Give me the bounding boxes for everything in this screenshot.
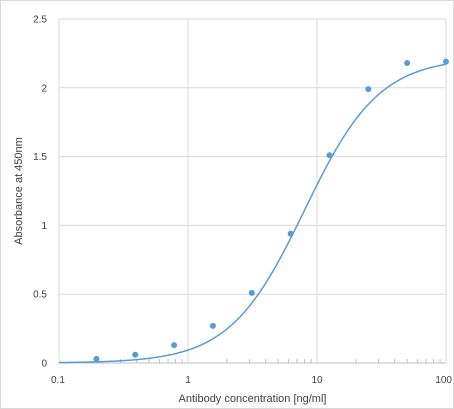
x-tick-label: 0.1 bbox=[51, 375, 65, 386]
data-point bbox=[171, 342, 178, 349]
x-tick-label: 1 bbox=[185, 375, 191, 386]
y-tick-label: 1 bbox=[41, 221, 47, 232]
fit-curve bbox=[58, 63, 447, 364]
data-points bbox=[93, 58, 449, 362]
y-tick-label: 1.5 bbox=[33, 152, 47, 163]
data-point bbox=[326, 152, 333, 159]
data-point bbox=[209, 322, 216, 329]
data-point bbox=[404, 60, 411, 67]
x-tick-label: 10 bbox=[311, 375, 323, 386]
x-tick-label: 100 bbox=[435, 375, 452, 386]
data-point bbox=[365, 86, 372, 93]
y-tick-label: 0.5 bbox=[33, 290, 47, 301]
x-tick-labels: 0.1 1 10 100 bbox=[51, 375, 452, 386]
data-point bbox=[248, 289, 255, 296]
data-point bbox=[287, 230, 294, 237]
y-tick-labels: 0 0.5 1 1.5 2 2.5 bbox=[33, 15, 47, 370]
y-tick-label: 2.5 bbox=[33, 15, 47, 26]
y-tick-label: 0 bbox=[41, 359, 47, 370]
data-point bbox=[132, 351, 139, 358]
grid-lines bbox=[58, 18, 447, 364]
minor-ticks bbox=[97, 359, 441, 363]
x-axis-label: Antibody concentration [ng/ml] bbox=[179, 393, 327, 405]
data-point bbox=[443, 58, 449, 65]
y-axis-label: Absorbance at 450nm bbox=[13, 137, 25, 245]
data-point bbox=[93, 355, 100, 362]
y-tick-label: 2 bbox=[41, 83, 47, 94]
